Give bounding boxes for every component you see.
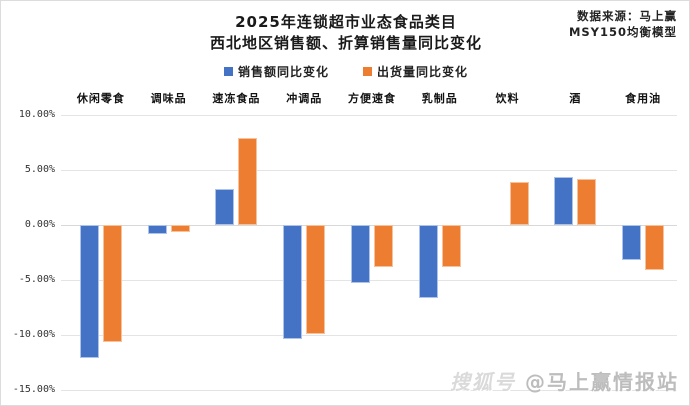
data-source-line2: MSY150均衡模型 (568, 25, 677, 39)
legend-label-sales: 销售额同比变化 (237, 64, 329, 79)
data-source-line1: 数据来源：马上赢 (577, 9, 677, 23)
bar-出货量同比变化-休闲零食 (102, 225, 122, 342)
category-label-3: 速冻食品 (212, 92, 261, 105)
bar-出货量同比变化-调味品 (170, 225, 190, 232)
bar-出货量同比变化-方便速食 (374, 225, 393, 267)
legend-swatch-orange-icon (363, 66, 372, 76)
watermark-text: @马上赢情报站 (525, 370, 679, 394)
legend-item-shipment: 出货量同比变化 (363, 63, 468, 80)
bar-销售额同比变化-休闲零食 (79, 225, 99, 359)
ytick-label: 5.00% (24, 164, 55, 175)
bar-销售额同比变化-酒 (554, 176, 574, 225)
gridline-5.00% (61, 169, 677, 171)
category-label-9: 食用油 (625, 92, 662, 105)
category-label-6: 乳制品 (421, 92, 458, 105)
legend: 销售额同比变化 出货量同比变化 (1, 63, 689, 80)
chart-title-line2: 西北地区销售额、折算销售量同比变化 (209, 34, 482, 52)
bar-销售额同比变化-冲调品 (283, 225, 303, 340)
category-label-8: 酒 (569, 92, 582, 105)
ytick-label: -5.00% (18, 274, 55, 285)
bar-出货量同比变化-酒 (577, 178, 597, 225)
bar-销售额同比变化-方便速食 (351, 225, 370, 284)
bar-出货量同比变化-乳制品 (441, 225, 461, 267)
bar-出货量同比变化-冲调品 (306, 225, 326, 334)
ytick-label: -15.00% (12, 384, 55, 395)
bar-出货量同比变化-饮料 (509, 182, 529, 225)
bar-出货量同比变化-食用油 (645, 225, 665, 271)
watermark: 搜狐号 @马上赢情报站 (450, 366, 679, 395)
bar-销售额同比变化-调味品 (147, 225, 167, 234)
category-label-4: 冲调品 (286, 92, 323, 105)
bar-销售额同比变化-速冻食品 (215, 188, 235, 225)
legend-item-sales: 销售额同比变化 (223, 63, 329, 80)
bar-销售额同比变化-乳制品 (418, 225, 438, 298)
watermark-prefix: 搜狐号 (450, 370, 517, 394)
ytick-label: 10.00% (18, 109, 55, 120)
bar-销售额同比变化-食用油 (622, 225, 642, 261)
gridline-10.00% (61, 114, 677, 116)
data-source-note: 数据来源：马上赢 MSY150均衡模型 (569, 8, 677, 40)
ytick-label: 0.00% (24, 219, 55, 230)
ytick-label: -10.00% (12, 329, 55, 340)
legend-label-shipment: 出货量同比变化 (377, 64, 469, 79)
gridline--15.00% (61, 389, 677, 391)
category-label-2: 调味品 (150, 92, 187, 105)
legend-swatch-blue-icon (223, 66, 233, 76)
gridline--10.00% (61, 334, 677, 336)
chart-title-line1: 2025年连锁超市业态食品类目 (235, 13, 457, 31)
plot-area (61, 114, 677, 391)
category-label-7: 饮料 (495, 92, 520, 105)
category-label-1: 休闲零食 (76, 92, 125, 105)
bar-出货量同比变化-速冻食品 (238, 138, 258, 225)
category-label-5: 方便速食 (347, 92, 396, 105)
